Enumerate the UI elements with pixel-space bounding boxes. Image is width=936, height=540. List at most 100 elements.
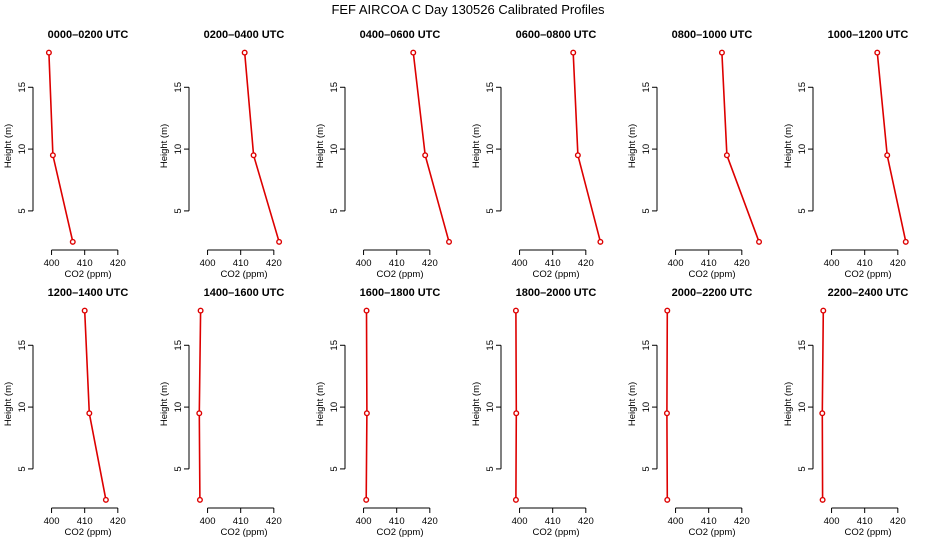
- panel-4-point: [574, 152, 581, 159]
- panel-6-profile-line: [876, 52, 907, 242]
- panel-3-y-tick-label: 10: [329, 144, 340, 155]
- panel-12-profile-line: [821, 310, 825, 500]
- panel-9-y-axis-label: Height (m): [315, 382, 326, 426]
- panel-5-point: [718, 49, 725, 56]
- panel-3-point: [446, 238, 453, 245]
- panel-6-y-tick-label: 5: [797, 208, 808, 213]
- panel-2-y-tick-label: 5: [173, 208, 184, 213]
- panel-6-x-tick-label: 420: [890, 258, 906, 269]
- panel-7-profile-line: [83, 310, 107, 500]
- panel-4-y-tick-label: 10: [485, 144, 496, 155]
- panel-12-point: [819, 496, 826, 503]
- panel-6-x-tick-label: 400: [824, 258, 840, 269]
- panel-1-point: [45, 49, 52, 56]
- panel-10-y-tick-label: 10: [485, 402, 496, 413]
- panel-12-y-tick-label: 5: [797, 466, 808, 471]
- panel-1-x-tick-label: 400: [44, 258, 60, 269]
- panel-1-x-tick-label: 410: [77, 258, 93, 269]
- panel-4-y-tick-label: 5: [485, 208, 496, 213]
- panel-11-y-tick-label: 15: [641, 340, 652, 351]
- panel-7-x-tick-label: 410: [77, 516, 93, 527]
- panel-2-point: [276, 238, 283, 245]
- panel-2-x-tick-label: 420: [266, 258, 282, 269]
- panel-5-point: [756, 238, 763, 245]
- panel-8-point: [197, 307, 204, 314]
- panel-5-point: [723, 152, 730, 159]
- panel-3-x-axis-label: CO2 (ppm): [377, 269, 424, 280]
- panel-8-profile-line: [198, 310, 202, 500]
- panel-8-point: [196, 496, 203, 503]
- panel-3-point: [410, 49, 417, 56]
- panel-4-x-tick-label: 400: [512, 258, 528, 269]
- panel-6-point: [884, 152, 891, 159]
- panel-4-x-tick-label: 420: [578, 258, 594, 269]
- panel-12-y-axis-label: Height (m): [783, 382, 794, 426]
- panel-8-y-axis-label: Height (m): [159, 382, 170, 426]
- panel-1-title: 0000–0200 UTC: [48, 29, 129, 41]
- panel-6-title: 1000–1200 UTC: [828, 29, 909, 41]
- panel-6-point: [874, 49, 881, 56]
- panel-1-profile-line: [48, 52, 74, 242]
- panel-11-point: [663, 410, 670, 417]
- panel-2-y-tick-label: 10: [173, 144, 184, 155]
- panel-3-x-tick-label: 420: [422, 258, 438, 269]
- panel-4-x-tick-label: 410: [545, 258, 561, 269]
- panel-7-x-axis-label: CO2 (ppm): [65, 527, 112, 538]
- panel-10-x-tick-label: 420: [578, 516, 594, 527]
- panel-1-y-tick-label: 15: [17, 82, 28, 93]
- panel-1-point: [69, 238, 76, 245]
- panel-1-x-tick-label: 420: [110, 258, 126, 269]
- panel-9-x-axis-label: CO2 (ppm): [377, 527, 424, 538]
- panel-5-y-tick-label: 10: [641, 144, 652, 155]
- panel-11-title: 2000–2200 UTC: [672, 287, 753, 299]
- panel-10-point: [512, 307, 519, 314]
- panel-4-point: [597, 238, 604, 245]
- panel-2-profile-line: [243, 52, 280, 243]
- panel-3-x-tick-label: 410: [389, 258, 405, 269]
- panel-10-title: 1800–2000 UTC: [516, 287, 597, 299]
- panel-12-x-tick-label: 400: [824, 516, 840, 527]
- panel-9-profile-line: [365, 310, 368, 500]
- panel-8-title: 1400–1600 UTC: [204, 287, 285, 299]
- panel-1-y-tick-label: 10: [17, 144, 28, 155]
- panel-7-y-axis-label: Height (m): [3, 382, 14, 426]
- panel-10-x-tick-label: 410: [545, 516, 561, 527]
- panel-11-y-tick-label: 5: [641, 466, 652, 471]
- panel-4-point: [570, 49, 577, 56]
- panel-8-y-tick-label: 5: [173, 466, 184, 471]
- panel-5-y-axis-label: Height (m): [627, 124, 638, 168]
- panel-6-y-axis-label: Height (m): [783, 124, 794, 168]
- panel-8-y-tick-label: 10: [173, 402, 184, 413]
- panel-5-y-tick-label: 15: [641, 82, 652, 93]
- panel-7-y-tick-label: 15: [17, 340, 28, 351]
- panel-8-x-tick-label: 410: [233, 516, 249, 527]
- panel-12-title: 2200–2400 UTC: [828, 287, 909, 299]
- panel-9-point: [363, 307, 370, 314]
- panel-2-title: 0200–0400 UTC: [204, 29, 285, 41]
- panel-10-y-tick-label: 5: [485, 466, 496, 471]
- panel-9-x-tick-label: 400: [356, 516, 372, 527]
- panel-12-x-tick-label: 420: [890, 516, 906, 527]
- panel-6-y-tick-label: 15: [797, 82, 808, 93]
- panel-5-x-tick-label: 420: [734, 258, 750, 269]
- panel-6-y-tick-label: 10: [797, 144, 808, 155]
- panel-5-x-axis-label: CO2 (ppm): [689, 269, 736, 280]
- panel-11-y-tick-label: 10: [641, 402, 652, 413]
- panel-2-x-axis-label: CO2 (ppm): [221, 269, 268, 280]
- panel-2-x-tick-label: 400: [200, 258, 216, 269]
- panel-8-x-tick-label: 420: [266, 516, 282, 527]
- panel-4-profile-line: [572, 52, 602, 243]
- panel-6-x-axis-label: CO2 (ppm): [845, 269, 892, 280]
- panel-4-x-axis-label: CO2 (ppm): [533, 269, 580, 280]
- panel-11-point: [664, 307, 671, 314]
- panel-2-y-axis-label: Height (m): [159, 124, 170, 168]
- panel-12-x-axis-label: CO2 (ppm): [845, 527, 892, 538]
- panel-9-title: 1600–1800 UTC: [360, 287, 441, 299]
- panel-12-y-tick-label: 10: [797, 402, 808, 413]
- panel-10-point: [512, 496, 519, 503]
- panel-3-point: [422, 152, 429, 159]
- panel-7-point: [86, 410, 93, 417]
- panel-12-point: [819, 410, 826, 417]
- figure-title: FEF AIRCOA C Day 130526 Calibrated Profi…: [331, 2, 605, 17]
